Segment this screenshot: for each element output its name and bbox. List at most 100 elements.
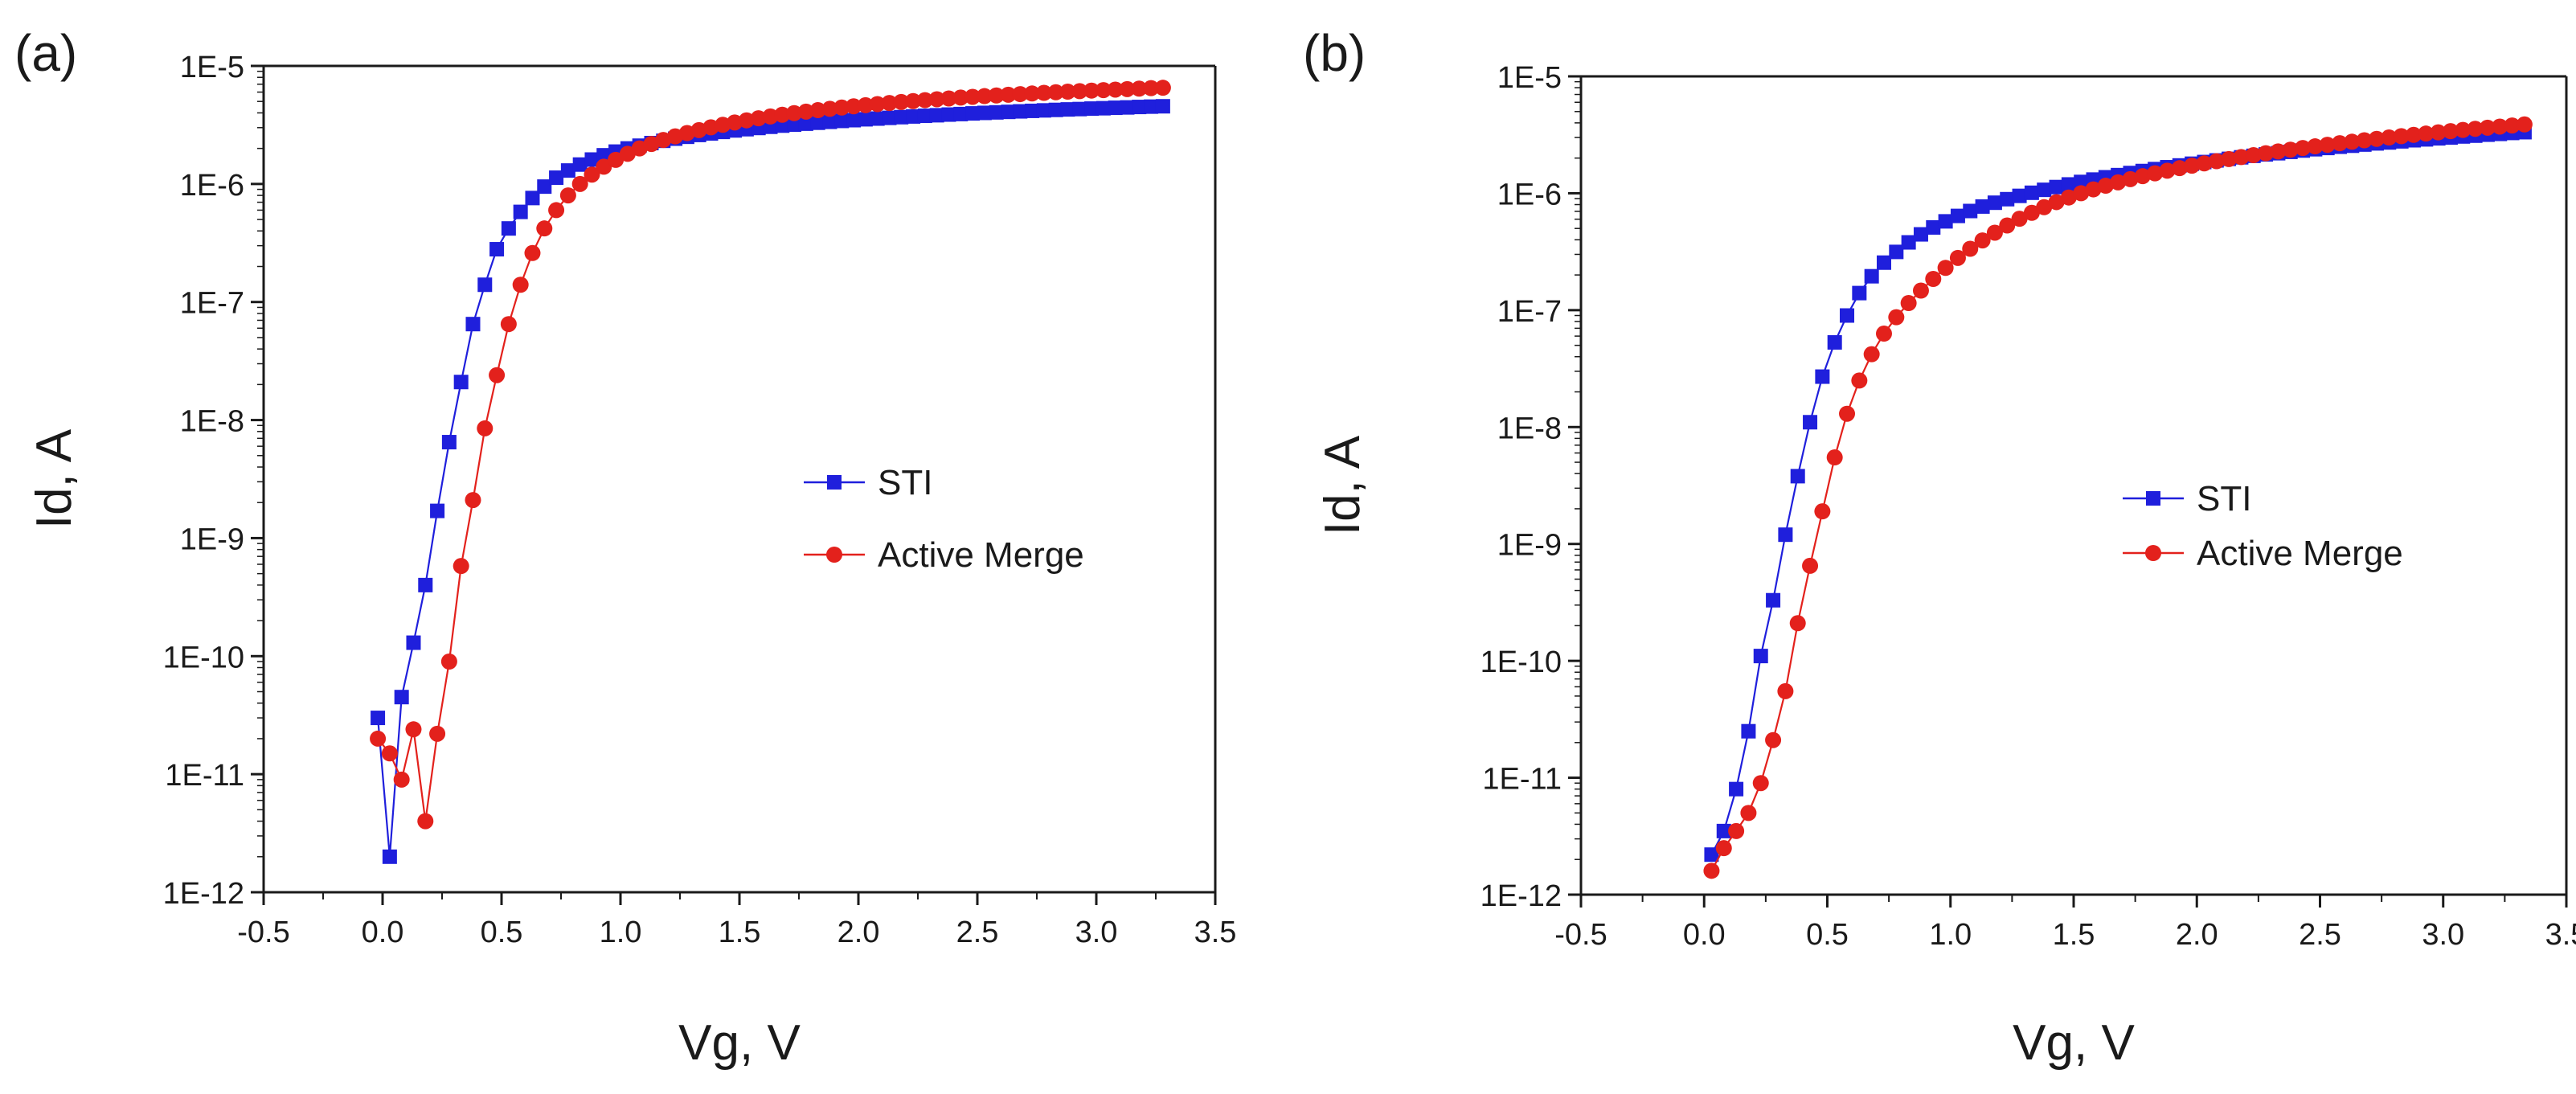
data-point [1766, 592, 1781, 608]
y-tick-label: 1E-6 [180, 169, 244, 203]
data-point [370, 730, 387, 747]
data-point [2393, 128, 2410, 145]
data-point [2061, 177, 2076, 192]
data-point [1875, 326, 1892, 342]
x-tick-label: 1.5 [2053, 918, 2095, 952]
data-point [1926, 219, 1941, 235]
data-point [2110, 174, 2127, 191]
data-point [952, 89, 969, 106]
series-active-merge [1703, 116, 2533, 879]
data-point [1986, 224, 2003, 241]
data-point [1095, 82, 1112, 99]
data-point [2368, 130, 2385, 147]
data-point [453, 375, 469, 390]
data-point [750, 110, 767, 127]
data-point [1765, 731, 1782, 748]
data-point [2492, 118, 2508, 135]
data-point [2023, 204, 2040, 221]
data-point [1778, 527, 1793, 543]
data-point [809, 102, 826, 119]
legend-label: STI [2197, 479, 2251, 518]
data-point [965, 106, 981, 121]
data-point [2282, 141, 2299, 158]
data-point [1975, 199, 1990, 214]
x-tick-label: 0.5 [1806, 918, 1849, 952]
data-point [787, 117, 802, 133]
data-point [1108, 100, 1123, 116]
data-point [833, 99, 850, 116]
legend-marker [826, 547, 842, 563]
data-point [929, 108, 944, 123]
data-point [1035, 84, 1052, 101]
data-point [500, 316, 517, 333]
data-point [2073, 185, 2090, 202]
x-tick-label: 1.5 [719, 916, 761, 949]
data-point [1741, 723, 1756, 739]
data-point [2319, 137, 2336, 154]
data-point [1107, 81, 1124, 98]
data-point [1120, 100, 1135, 115]
chart-a-svg: (a) -0.5 0.0 0.5 1.0 1.5 2.0 2.5 3.0 3.5 1E-12 1E-1… [14, 24, 1236, 1071]
data-point [775, 118, 790, 133]
data-point [559, 187, 576, 204]
data-point [584, 152, 600, 167]
y-axis-title: Id, A [1315, 435, 1370, 535]
data-point [822, 114, 838, 129]
data-point [465, 317, 481, 332]
data-point [1728, 822, 1745, 839]
data-point [1048, 102, 1063, 117]
data-point [1716, 823, 1731, 838]
data-point [440, 654, 457, 670]
data-point [940, 90, 957, 107]
data-point [477, 277, 493, 293]
data-point [2171, 160, 2188, 177]
data-point [2245, 146, 2262, 163]
data-point [1072, 101, 1087, 117]
data-point [1715, 840, 1732, 857]
panel-label: (a) [14, 24, 77, 82]
data-point [1753, 649, 1768, 664]
data-point [977, 105, 992, 121]
data-point [2134, 168, 2151, 185]
data-point [1863, 346, 1880, 363]
series-line [1710, 131, 2525, 855]
data-point [1900, 295, 1917, 312]
data-point [2405, 126, 2422, 143]
data-point [928, 91, 945, 108]
series-line [377, 87, 1163, 822]
y-tick-label: 1E-5 [180, 51, 244, 84]
data-point [477, 420, 493, 436]
data-point [1901, 235, 1916, 250]
data-point [489, 367, 506, 383]
series-active-merge [370, 80, 1171, 830]
data-point [2270, 143, 2287, 160]
data-point [2000, 191, 2015, 207]
data-point [1155, 99, 1170, 114]
data-point [976, 88, 993, 104]
y-tick-label: 1E-11 [1482, 763, 1562, 797]
legend: STI Active Merge [2123, 479, 2403, 573]
series-line [377, 105, 1163, 857]
data-point [2430, 124, 2447, 141]
data-point [430, 503, 445, 518]
data-point [1840, 308, 1855, 323]
data-point [2479, 119, 2496, 136]
data-point [1060, 102, 1075, 117]
data-point [2295, 140, 2312, 157]
data-point [2442, 123, 2459, 140]
data-point [1827, 334, 1842, 350]
data-point [608, 151, 625, 168]
data-point [1000, 86, 1017, 103]
data-point [1012, 86, 1029, 103]
y-axis-title: Id, A [27, 428, 82, 529]
data-point [2097, 178, 2114, 195]
data-point [1132, 100, 1147, 115]
data-point [441, 435, 457, 450]
legend-marker [827, 475, 842, 490]
data-point [371, 711, 386, 726]
data-point [596, 158, 612, 175]
data-point [774, 106, 791, 123]
data-point [1144, 99, 1159, 114]
data-point [1889, 244, 1904, 260]
y-tick-label: 1E-9 [1497, 529, 1562, 563]
